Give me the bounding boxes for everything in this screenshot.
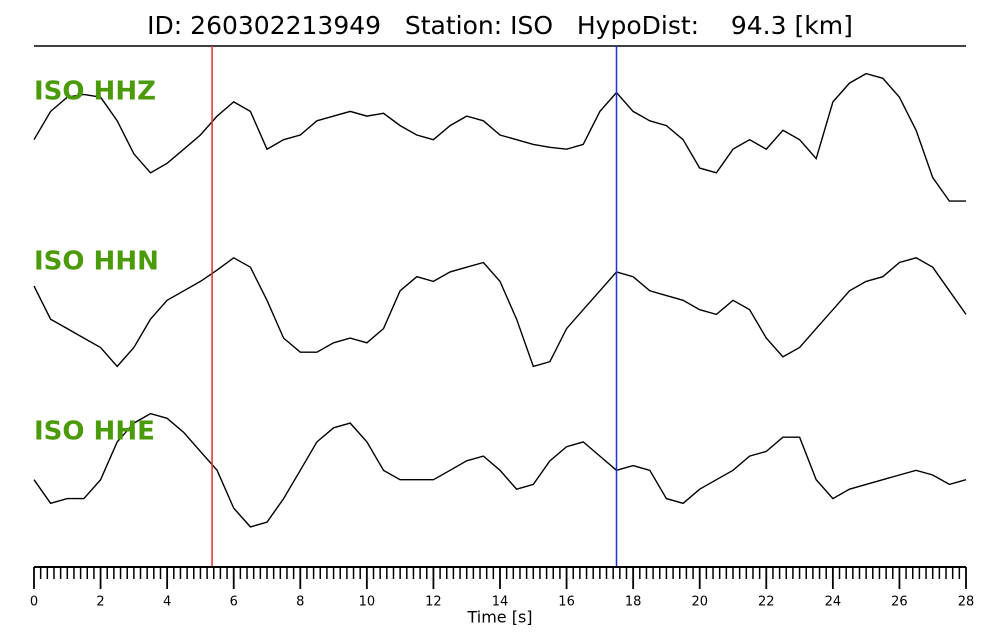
trace-label: ISO HHZ	[34, 77, 156, 107]
x-axis-label: Time [s]	[466, 608, 532, 627]
x-tick-label: 6	[230, 595, 238, 610]
chart-title: ID: 260302213949 Station: ISO HypoDist: …	[147, 11, 853, 40]
trace-label: ISO HHE	[34, 417, 155, 447]
trace	[33, 412, 967, 528]
x-tick-label: 28	[958, 595, 975, 610]
x-tick-label: 22	[758, 595, 775, 610]
trace	[33, 72, 966, 202]
x-tick-label: 0	[30, 595, 38, 610]
x-tick-label: 24	[825, 595, 842, 610]
x-tick-label: 8	[296, 595, 304, 610]
x-tick-label: 20	[691, 595, 708, 610]
x-tick-label: 2	[96, 595, 104, 610]
x-tick-label: 10	[359, 595, 376, 610]
trace-label: ISO HHN	[34, 247, 159, 277]
x-tick-label: 26	[891, 595, 908, 610]
x-tick-label: 12	[425, 595, 442, 610]
x-tick-label: 14	[492, 595, 509, 610]
x-tick-label: 18	[625, 595, 642, 610]
x-tick-label: 4	[163, 595, 171, 610]
trace	[33, 256, 967, 368]
x-tick-label: 16	[558, 595, 575, 610]
